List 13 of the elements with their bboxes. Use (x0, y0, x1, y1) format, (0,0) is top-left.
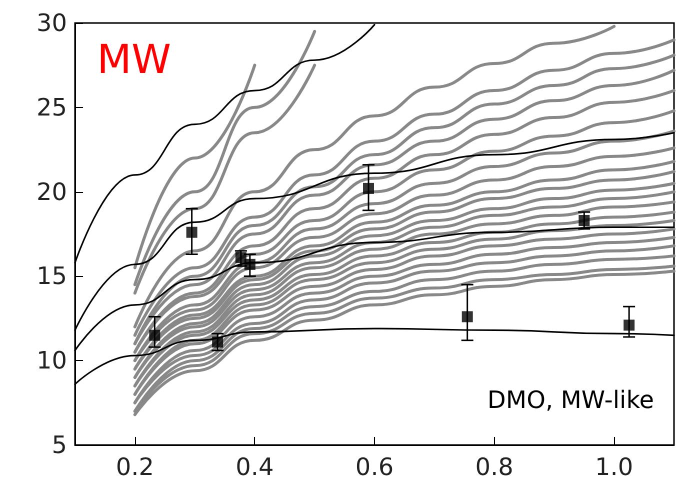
x-tick-label: 0.8 (475, 453, 514, 481)
annotation: DMO, MW-like (487, 386, 654, 414)
x-tick-label: 0.2 (116, 453, 154, 481)
y-tick-label: 25 (36, 93, 67, 122)
x-tick-label: 0.6 (355, 453, 394, 481)
y-tick-label: 5 (52, 431, 67, 459)
x-tick-label: 0.4 (236, 453, 274, 481)
y-tick-label: 30 (36, 9, 67, 37)
annotation: MW (97, 37, 172, 83)
x-tick-label: 1.0 (595, 453, 634, 481)
y-tick-label: 15 (36, 262, 67, 290)
y-tick-label: 20 (36, 178, 67, 206)
y-tick-label: 10 (36, 346, 67, 375)
